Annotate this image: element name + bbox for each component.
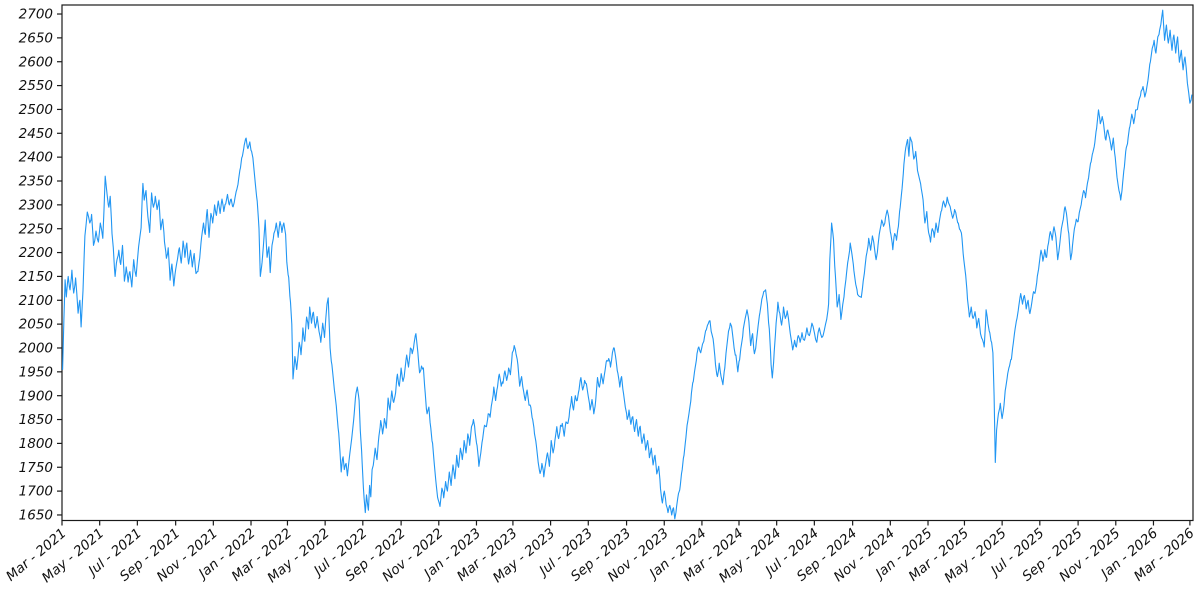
y-tick-label: 1850	[19, 412, 53, 428]
price-line-series	[62, 9, 1193, 520]
y-tick-label: 2550	[19, 78, 53, 94]
y-tick-label: 2600	[19, 54, 53, 70]
y-tick-label: 1700	[19, 484, 53, 500]
y-tick-label: 2200	[19, 245, 53, 261]
y-tick-label: 2650	[19, 30, 53, 46]
y-tick-label: 2350	[19, 174, 53, 190]
y-tick-label: 2500	[19, 102, 53, 118]
y-tick-label: 2450	[19, 126, 53, 142]
y-tick-label: 2250	[19, 221, 53, 237]
y-tick-label: 2050	[19, 317, 53, 333]
y-tick-label: 2150	[19, 269, 53, 285]
y-tick-label: 2700	[19, 7, 53, 23]
y-tick-label: 2100	[19, 293, 53, 309]
y-tick-label: 1750	[19, 460, 53, 476]
y-tick-label: 1950	[19, 364, 53, 380]
y-tick-label: 1650	[19, 508, 53, 524]
y-tick-label: 2400	[19, 150, 53, 166]
y-tick-label: 1800	[19, 436, 53, 452]
plot-frame	[61, 4, 1194, 522]
y-tick-label: 2300	[19, 197, 53, 213]
y-tick-label: 1900	[19, 388, 53, 404]
y-tick-label: 2000	[19, 341, 53, 357]
y-axis: 1650 1700 1750 1800 1850 1900 1950 2000 2050 2100…	[19, 7, 62, 524]
